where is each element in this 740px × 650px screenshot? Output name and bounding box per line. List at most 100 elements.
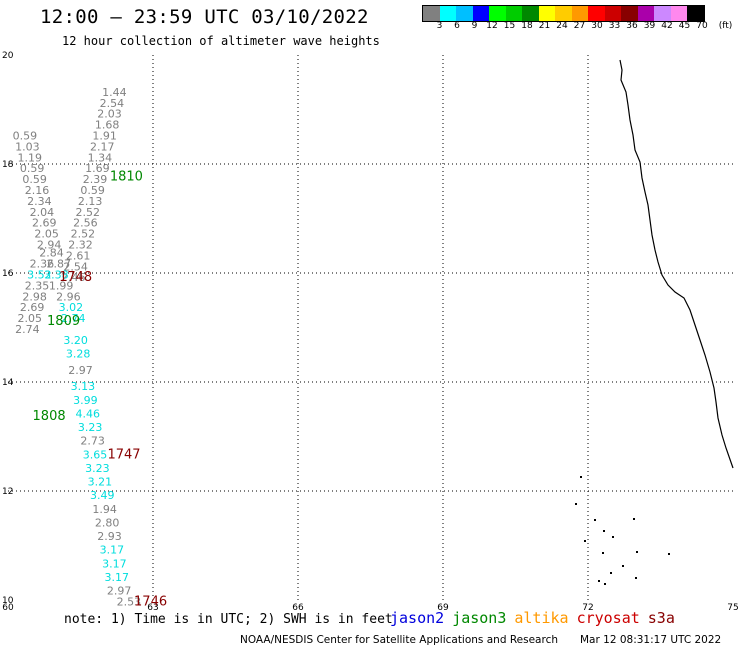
color-swatch bbox=[654, 6, 671, 21]
island bbox=[580, 476, 582, 478]
wave-height-value: 3.17 bbox=[100, 544, 125, 557]
wave-height-value: 3.17 bbox=[102, 557, 127, 570]
color-scale-label: 18 bbox=[521, 21, 533, 31]
wave-height-value: 2.03 bbox=[97, 108, 122, 121]
satellite-jason3: jason3 bbox=[452, 609, 507, 627]
wave-height-value: 2.36 bbox=[30, 258, 55, 271]
island bbox=[636, 551, 638, 553]
x-tick-label: 66 bbox=[292, 603, 304, 613]
wave-height-value: 2.80 bbox=[95, 516, 120, 529]
wave-height-value: 3.21 bbox=[88, 476, 113, 489]
color-scale-label: 3 bbox=[436, 21, 443, 31]
wave-height-value: 3.52 bbox=[27, 268, 52, 281]
pass-time-labels: 1810 1748 1809 1808 1747 1746 bbox=[33, 169, 168, 609]
generated-timestamp: Mar 12 08:31:17 UTC 2022 bbox=[580, 634, 722, 646]
color-scale-label: 21 bbox=[538, 21, 551, 31]
wave-height-value: 2.52 bbox=[76, 206, 101, 219]
y-tick-label: 20 bbox=[2, 51, 14, 61]
color-swatch bbox=[621, 6, 638, 21]
wave-height-value: 2.69 bbox=[20, 301, 45, 314]
color-scale-bar bbox=[422, 5, 705, 22]
wave-height-value: 2.74 bbox=[61, 312, 86, 325]
island bbox=[584, 540, 586, 542]
wave-height-value: 2.69 bbox=[32, 217, 57, 230]
wave-height-value: 3.28 bbox=[66, 347, 91, 360]
pass-time-label: 1809 bbox=[47, 314, 80, 329]
color-scale-label: 30 bbox=[591, 21, 603, 31]
color-scale-labels: 3 6 9 12 15 18 21 24 27 30 33 36 39 42 45 70 (ft) bbox=[422, 21, 740, 33]
wave-height-value: 3.99 bbox=[73, 394, 98, 407]
wave-height-value: 2.35 bbox=[25, 279, 50, 292]
wave-height-value: 2.54 bbox=[63, 260, 88, 273]
island bbox=[612, 536, 614, 538]
wave-height-value: 0.59 bbox=[80, 184, 105, 197]
color-scale-label: 39 bbox=[643, 21, 656, 31]
wave-height-value: 3.23 bbox=[78, 421, 103, 434]
satellite-jason2: jason2 bbox=[390, 609, 445, 627]
axis-ticks: 60 63 66 69 72 75 10 12 14 16 18 20 bbox=[2, 51, 739, 613]
color-swatch bbox=[439, 6, 456, 21]
satellite-legend: jason2 jason3 altika cryosat s3a bbox=[390, 609, 683, 627]
color-swatch bbox=[555, 6, 572, 21]
wave-height-value: 2.13 bbox=[78, 195, 103, 208]
wave-height-value: 2.94 bbox=[37, 238, 62, 251]
satellite-s3a: s3a bbox=[647, 609, 675, 627]
color-swatch bbox=[489, 6, 506, 21]
wave-height-value: 2.17 bbox=[90, 140, 115, 153]
coastline-path bbox=[619, 59, 734, 469]
wave-height-value: 1.44 bbox=[102, 86, 127, 99]
wave-height-value: 1.34 bbox=[88, 151, 113, 164]
pass-time-label: 1748 bbox=[59, 270, 92, 285]
wave-height-value: 3.02 bbox=[59, 301, 84, 314]
wave-height-value: 3.20 bbox=[63, 334, 88, 347]
color-scale-label: 12 bbox=[486, 21, 498, 31]
color-swatch bbox=[670, 6, 687, 21]
wave-height-value: 3.17 bbox=[105, 571, 130, 584]
pass-time-label: 1746 bbox=[134, 594, 167, 609]
satellite-altika: altika bbox=[514, 609, 569, 627]
x-tick-label: 60 bbox=[2, 603, 14, 613]
wave-height-value: 2.56 bbox=[73, 217, 98, 230]
color-scale-label: 15 bbox=[503, 21, 516, 31]
wave-height-value: 2.39 bbox=[83, 173, 108, 186]
x-tick-label: 63 bbox=[147, 603, 158, 613]
wave-height-value: 3.23 bbox=[85, 462, 110, 475]
coastline bbox=[575, 59, 734, 585]
x-tick-label: 69 bbox=[437, 603, 449, 613]
wave-height-value: 1.68 bbox=[95, 119, 120, 132]
wave-height-value: 2.54 bbox=[100, 97, 125, 110]
grid-lines bbox=[8, 55, 733, 600]
credit-text: NOAA/NESDIS Center for Satellite Applica… bbox=[240, 634, 558, 646]
wave-height-value: 2.32 bbox=[68, 238, 93, 251]
wave-height-value: 3.13 bbox=[71, 380, 96, 393]
pass-time-label: 1808 bbox=[33, 409, 66, 424]
color-swatch bbox=[505, 6, 522, 21]
wave-height-value: 1.69 bbox=[85, 162, 110, 175]
y-tick-label: 18 bbox=[2, 160, 14, 170]
island bbox=[603, 530, 605, 532]
pass-time-label: 1810 bbox=[110, 169, 143, 184]
map-subtitle: 12 hour collection of altimeter wave hei… bbox=[62, 34, 380, 48]
wave-height-value: 2.61 bbox=[66, 249, 91, 262]
island bbox=[610, 572, 612, 574]
footnote: note: 1) Time is in UTC; 2) SWH is in fe… bbox=[64, 612, 393, 627]
color-swatch bbox=[423, 6, 440, 21]
wave-height-value: 2.05 bbox=[34, 228, 59, 241]
map-title: 12:00 – 23:59 UTC 03/10/2022 bbox=[40, 6, 369, 28]
pass-time-label: 1747 bbox=[107, 447, 140, 462]
wave-height-value: 2.34 bbox=[27, 195, 52, 208]
wave-height-value: 1.03 bbox=[15, 140, 40, 153]
island bbox=[602, 552, 604, 554]
island bbox=[604, 583, 606, 585]
color-scale-unit: (ft) bbox=[718, 21, 733, 31]
color-scale-label: 70 bbox=[696, 21, 708, 31]
color-swatch bbox=[456, 6, 473, 21]
y-tick-label: 10 bbox=[2, 596, 14, 606]
color-scale-label: 27 bbox=[573, 21, 586, 31]
x-tick-label: 75 bbox=[727, 603, 738, 613]
wave-height-value: 2.87 bbox=[47, 258, 72, 271]
y-tick-label: 12 bbox=[2, 487, 13, 497]
wave-height-value: 2.16 bbox=[25, 184, 50, 197]
wave-height-value: 2.73 bbox=[80, 435, 105, 448]
wave-height-value: 2.93 bbox=[97, 530, 122, 543]
